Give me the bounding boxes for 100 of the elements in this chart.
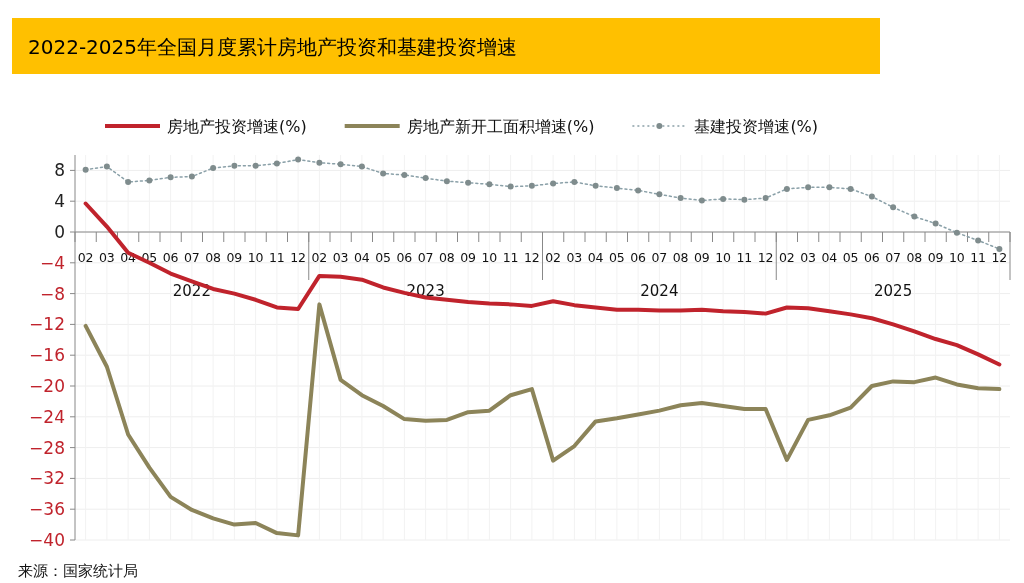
x-tick-label: 05 xyxy=(608,250,625,265)
legend-label: 房地产投资增速(%) xyxy=(167,117,307,136)
x-tick-label: 05 xyxy=(375,250,392,265)
point xyxy=(358,163,365,170)
x-tick-label: 06 xyxy=(863,250,880,265)
x-tick-label: 10 xyxy=(247,250,264,265)
point xyxy=(762,195,769,202)
x-tick-label: 03 xyxy=(332,250,349,265)
x-tick-label: 06 xyxy=(162,250,179,265)
point xyxy=(146,177,153,184)
point xyxy=(677,195,684,202)
point xyxy=(295,156,302,163)
x-tick-label: 06 xyxy=(396,250,413,265)
point xyxy=(698,197,705,204)
y-tick-label: −12 xyxy=(29,314,65,335)
x-tick-label: 09 xyxy=(460,250,477,265)
point xyxy=(316,159,323,166)
x-tick-label: 12 xyxy=(523,250,540,265)
chart-title: 2022-2025年全国月度累计房地产投资和基建投资增速 xyxy=(28,35,518,59)
x-tick-label: 03 xyxy=(566,250,583,265)
point xyxy=(465,179,472,186)
point xyxy=(847,185,854,192)
y-tick-label: 8 xyxy=(54,160,65,181)
x-tick-label: 11 xyxy=(268,250,285,265)
point xyxy=(868,193,875,200)
point xyxy=(571,178,578,185)
y-tick-label: −4 xyxy=(39,252,65,273)
point xyxy=(422,175,429,182)
point xyxy=(720,195,727,202)
x-tick-label: 10 xyxy=(481,250,498,265)
point xyxy=(953,229,960,236)
x-tick-label: 11 xyxy=(736,250,753,265)
x-tick-label: 04 xyxy=(587,250,604,265)
point xyxy=(125,178,132,185)
x-tick-label: 09 xyxy=(693,250,710,265)
x-tick-label: 05 xyxy=(842,250,859,265)
y-tick-label: −16 xyxy=(29,345,65,366)
point xyxy=(82,166,89,173)
x-tick-label: 07 xyxy=(183,250,200,265)
x-tick-label: 02 xyxy=(545,250,562,265)
x-tick-label: 08 xyxy=(672,250,689,265)
y-tick-label: −20 xyxy=(29,376,65,396)
point xyxy=(975,237,982,244)
x-tick-label: 09 xyxy=(226,250,243,265)
x-tick-label: 10 xyxy=(715,250,732,265)
point xyxy=(167,174,174,181)
annotation: 2024 xyxy=(640,282,679,300)
point xyxy=(188,173,195,180)
line-series xyxy=(83,302,1002,538)
source-note: 来源：国家统计局 xyxy=(18,562,138,580)
y-tick-label: −32 xyxy=(29,468,65,489)
legend-label: 基建投资增速(%) xyxy=(694,117,819,136)
y-tick-label: −28 xyxy=(29,437,65,458)
point xyxy=(741,196,748,203)
point xyxy=(656,191,663,198)
point xyxy=(911,213,918,220)
x-tick-label: 02 xyxy=(311,250,328,265)
x-tick-label: 04 xyxy=(821,250,838,265)
x-tick-label: 04 xyxy=(353,250,370,265)
x-tick-label: 06 xyxy=(630,250,647,265)
x-tick-label: 11 xyxy=(970,250,987,265)
x-tick-label: 03 xyxy=(800,250,817,265)
y-tick-label: −36 xyxy=(29,499,65,520)
x-tick-label: 07 xyxy=(651,250,668,265)
point xyxy=(401,172,408,179)
y-tick-label: −24 xyxy=(29,406,65,427)
x-tick-label: 08 xyxy=(438,250,455,265)
point xyxy=(337,161,344,168)
point xyxy=(443,178,450,185)
point xyxy=(783,185,790,192)
x-tick-label: 07 xyxy=(885,250,902,265)
x-tick-label: 10 xyxy=(948,250,965,265)
point xyxy=(103,163,110,170)
point xyxy=(273,160,280,167)
y-tick-label: 0 xyxy=(54,222,65,242)
annotation: 2025 xyxy=(874,282,913,300)
x-tick-label: 12 xyxy=(757,250,774,265)
point xyxy=(932,220,939,227)
y-tick-label: −40 xyxy=(29,530,65,550)
point xyxy=(507,183,514,190)
x-tick-label: 02 xyxy=(778,250,795,265)
x-tick-label: 12 xyxy=(290,250,307,265)
legend-label: 房地产新开工面积增速(%) xyxy=(406,117,595,136)
y-tick-label: 4 xyxy=(54,191,65,212)
point xyxy=(890,204,897,211)
point xyxy=(996,245,1003,252)
point xyxy=(613,185,620,192)
point xyxy=(550,180,557,187)
point xyxy=(231,162,238,169)
x-tick-label: 02 xyxy=(77,250,94,265)
point xyxy=(826,184,833,191)
x-tick-label: 08 xyxy=(205,250,222,265)
point xyxy=(528,182,535,189)
point xyxy=(380,170,387,177)
x-tick-label: 09 xyxy=(927,250,944,265)
point xyxy=(805,184,812,191)
point xyxy=(486,181,493,188)
point xyxy=(210,165,217,172)
y-tick-label: −8 xyxy=(39,283,65,304)
point xyxy=(592,182,599,189)
